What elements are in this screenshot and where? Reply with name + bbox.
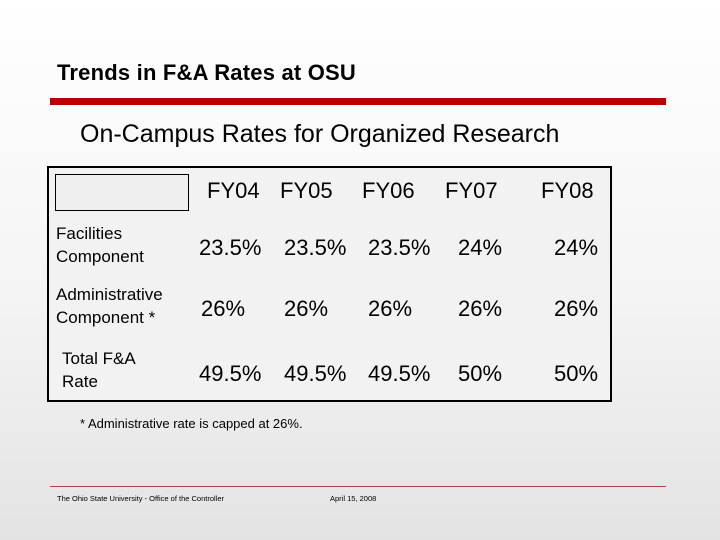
- column-header-fy07: FY07: [445, 178, 498, 203]
- row-label-line: Total F&A: [62, 349, 136, 368]
- row-label-line: Rate: [62, 372, 98, 391]
- table-cell: 23.5%: [368, 235, 431, 260]
- row-label-line: Component *: [56, 308, 156, 327]
- row-label-line: Facilities: [56, 224, 123, 243]
- row-label-line: Administrative: [56, 285, 163, 304]
- row-label-administrative: Administrative Component *: [56, 283, 163, 329]
- table-cell: 26%: [458, 296, 503, 321]
- slide-subtitle: On-Campus Rates for Organized Research: [80, 120, 560, 148]
- row-label-line: Component: [56, 247, 144, 266]
- footer-organization: The Ohio State University - Office of th…: [57, 494, 225, 503]
- column-header-fy08: FY08: [541, 178, 594, 203]
- footer-date: April 15, 2008: [330, 494, 377, 503]
- table-cell: 49.5%: [284, 361, 347, 386]
- rates-table: [47, 166, 612, 402]
- table-cell: 26%: [554, 296, 599, 321]
- slide-title: Trends in F&A Rates at OSU: [57, 60, 356, 85]
- footer-divider: [50, 486, 666, 487]
- table-cell: 50%: [458, 361, 503, 386]
- table-cell: 23.5%: [284, 235, 347, 260]
- title-divider: [50, 98, 666, 105]
- table-corner-cell: [55, 174, 189, 211]
- table-cell: 49.5%: [199, 361, 262, 386]
- footnote: * Administrative rate is capped at 26%.: [80, 416, 303, 431]
- table-cell: 24%: [554, 235, 599, 260]
- table-cell: 26%: [284, 296, 329, 321]
- row-label-facilities: Facilities Component: [56, 222, 144, 268]
- table-cell: 50%: [554, 361, 599, 386]
- table-cell: 26%: [368, 296, 413, 321]
- row-label-total: Total F&A Rate: [62, 347, 136, 393]
- column-header-fy05: FY05: [280, 178, 333, 203]
- table-cell: 49.5%: [368, 361, 431, 386]
- column-header-fy06: FY06: [362, 178, 415, 203]
- column-header-fy04: FY04: [207, 178, 260, 203]
- table-cell: 23.5%: [199, 235, 262, 260]
- table-cell: 24%: [458, 235, 503, 260]
- table-cell: 26%: [201, 296, 246, 321]
